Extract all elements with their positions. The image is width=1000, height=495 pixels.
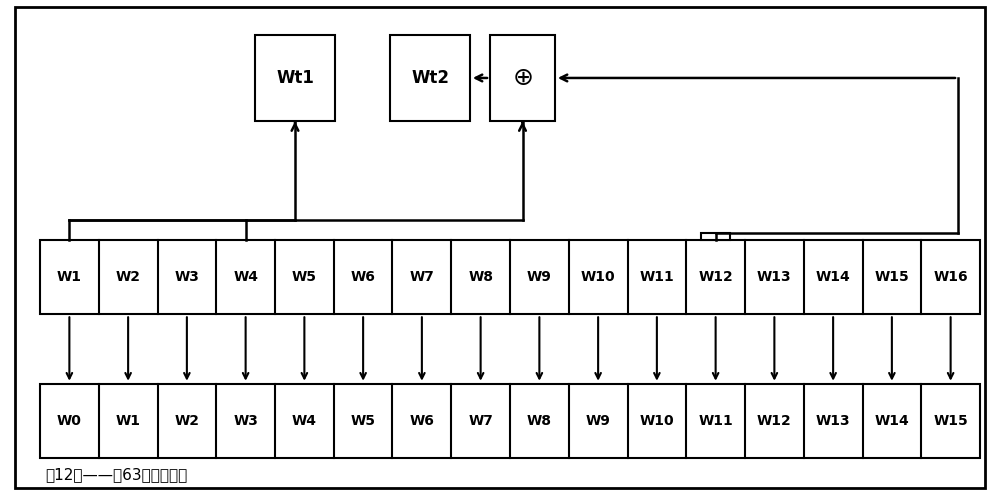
Text: W9: W9 (586, 414, 611, 428)
Text: W7: W7 (468, 414, 493, 428)
Text: W1: W1 (116, 414, 141, 428)
Text: W10: W10 (581, 270, 615, 284)
Text: W15: W15 (875, 270, 909, 284)
Text: W11: W11 (698, 414, 733, 428)
Text: W0: W0 (57, 414, 82, 428)
Text: W10: W10 (640, 414, 674, 428)
Text: Wt1: Wt1 (276, 69, 314, 87)
Bar (255, 35, 335, 121)
Text: W3: W3 (233, 414, 258, 428)
Text: W15: W15 (933, 414, 968, 428)
Text: W13: W13 (757, 270, 792, 284)
Bar (40, 240, 980, 314)
Text: W12: W12 (757, 414, 792, 428)
Text: 第12轮——第63轮动态赋値: 第12轮——第63轮动态赋値 (45, 468, 187, 483)
Text: W14: W14 (875, 414, 909, 428)
Text: W14: W14 (816, 270, 850, 284)
Text: W13: W13 (816, 414, 850, 428)
Text: W2: W2 (174, 414, 199, 428)
Bar (490, 35, 555, 121)
Text: Wt2: Wt2 (411, 69, 449, 87)
Text: $\oplus$: $\oplus$ (512, 66, 533, 90)
Bar (390, 35, 470, 121)
Text: W3: W3 (174, 270, 199, 284)
Text: W8: W8 (468, 270, 493, 284)
Text: W9: W9 (527, 270, 552, 284)
Text: W2: W2 (116, 270, 141, 284)
Text: W1: W1 (57, 270, 82, 284)
Text: W5: W5 (351, 414, 376, 428)
Text: W12: W12 (698, 270, 733, 284)
Text: W6: W6 (409, 414, 434, 428)
Text: W16: W16 (933, 270, 968, 284)
Bar (701, 233, 730, 240)
Bar (40, 384, 980, 458)
Text: W11: W11 (640, 270, 674, 284)
Text: W4: W4 (292, 414, 317, 428)
Text: W8: W8 (527, 414, 552, 428)
Text: W4: W4 (233, 270, 258, 284)
Text: W6: W6 (351, 270, 376, 284)
Text: W5: W5 (292, 270, 317, 284)
Text: W7: W7 (409, 270, 434, 284)
